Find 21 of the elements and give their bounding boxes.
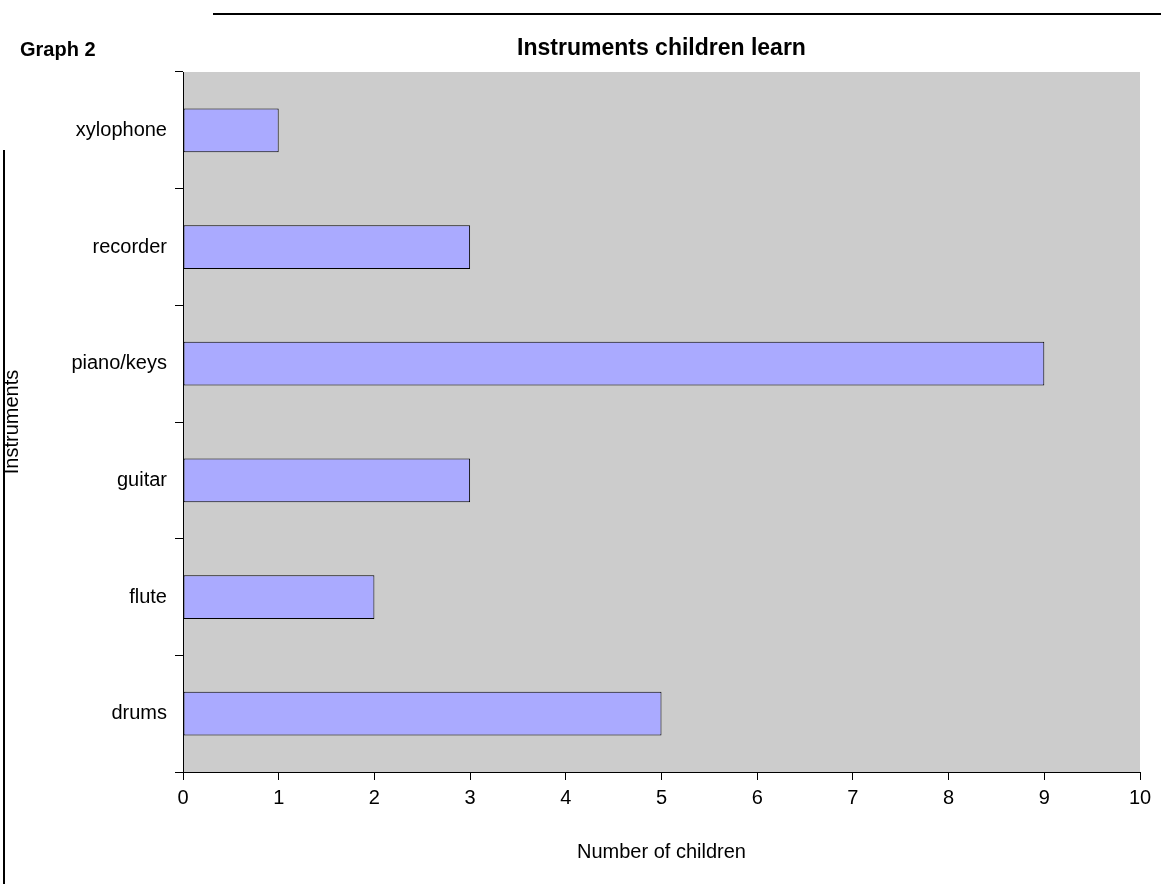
x-tick-label: 7 xyxy=(847,785,859,808)
y-tick-label: drums xyxy=(111,701,167,724)
y-axis-title: Instruments xyxy=(0,369,22,475)
caption: Graph 2 xyxy=(20,38,96,61)
x-tick-label: 9 xyxy=(1038,785,1050,808)
x-axis-title: Number of children xyxy=(577,839,746,862)
x-tick-label: 1 xyxy=(273,785,285,808)
x-tick-label: 3 xyxy=(464,785,476,808)
y-tick-label: piano/keys xyxy=(71,351,167,374)
y-tick-label: recorder xyxy=(92,234,168,257)
x-tick-label: 0 xyxy=(177,785,189,808)
x-tick-label: 10 xyxy=(1128,785,1152,808)
x-tick-label: 2 xyxy=(368,785,380,808)
chart-title: Instruments children learn xyxy=(516,34,807,61)
x-tick-label: 8 xyxy=(943,785,955,808)
x-tick-label: 6 xyxy=(751,785,763,808)
x-tick-label: 4 xyxy=(560,785,572,808)
x-tick-label: 5 xyxy=(655,785,668,808)
y-tick-label: guitar xyxy=(116,467,168,490)
y-tick-label: xylophone xyxy=(75,117,167,140)
y-tick-label: flute xyxy=(129,584,167,607)
